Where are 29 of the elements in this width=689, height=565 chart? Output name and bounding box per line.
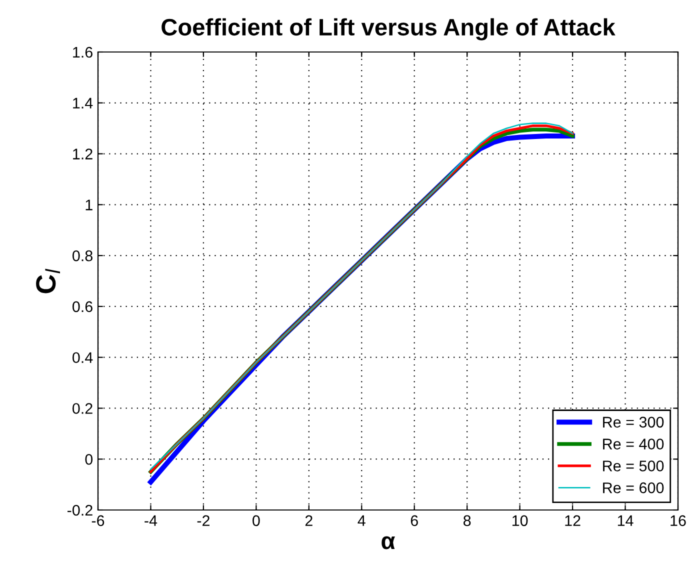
x-tick-label: 4 <box>358 515 366 526</box>
y-tick-label: -0.2 <box>67 504 92 516</box>
x-tick-label: 8 <box>464 515 471 526</box>
y-tick-label: 0 <box>85 454 93 465</box>
x-tick-label: 6 <box>410 515 418 526</box>
y-tick-label: 0.8 <box>72 250 92 262</box>
legend-label: Re = 300 <box>603 416 664 428</box>
x-tick-label: -2 <box>197 515 210 526</box>
y-axis-title: C$_{l}$ <box>36 268 60 294</box>
x-tick-label: 12 <box>565 515 580 526</box>
y-tick-label: 1 <box>86 200 92 210</box>
legend-label: Re = 500 <box>603 460 664 472</box>
legend-label: Re = 400 <box>603 438 664 450</box>
chart-title: Coefficient of Lift versus Angle of Attack <box>162 18 616 40</box>
y-tick-label: 0.6 <box>72 301 92 312</box>
y-tick-label: 1.2 <box>73 148 92 160</box>
x-tick-label: 2 <box>305 515 312 526</box>
legend-label: Re = 600 <box>603 482 664 494</box>
y-tick-label: 0.2 <box>72 403 92 414</box>
x-tick-label: -4 <box>144 515 158 526</box>
x-tick-label: 0 <box>252 515 260 526</box>
x-tick-label: -6 <box>92 515 104 526</box>
x-tick-label: 10 <box>512 515 528 526</box>
y-tick-label: 1.6 <box>73 46 92 58</box>
x-axis-title: α <box>382 536 396 550</box>
y-tick-label: 1.4 <box>73 98 93 108</box>
y-tick-label: 0.4 <box>72 352 93 364</box>
x-tick-label: 14 <box>618 515 634 526</box>
x-tick-label: 16 <box>670 515 686 526</box>
